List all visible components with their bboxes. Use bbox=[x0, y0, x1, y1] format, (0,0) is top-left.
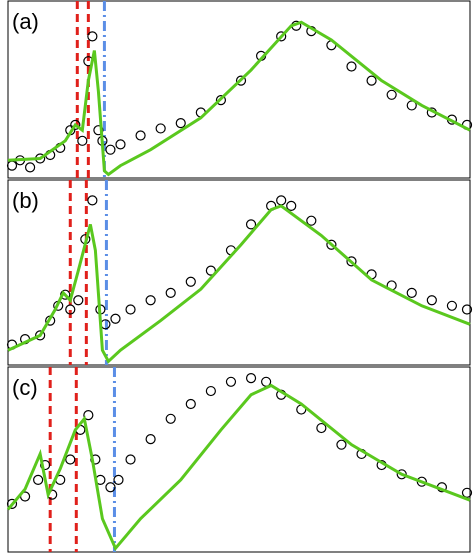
data-point bbox=[33, 474, 44, 485]
data-point bbox=[83, 410, 94, 421]
data-point bbox=[406, 287, 417, 298]
data-point bbox=[105, 144, 116, 155]
panel-label: (a) bbox=[12, 9, 39, 34]
data-point bbox=[276, 195, 287, 206]
data-point bbox=[316, 422, 327, 434]
data-point bbox=[145, 295, 156, 306]
data-point bbox=[205, 385, 216, 397]
data-point bbox=[276, 31, 287, 42]
data-point bbox=[185, 276, 196, 287]
data-point bbox=[40, 459, 51, 471]
data-point bbox=[245, 219, 257, 230]
data-point bbox=[165, 413, 176, 424]
data-point bbox=[235, 75, 247, 86]
data-point bbox=[185, 398, 196, 410]
data-point bbox=[70, 119, 81, 131]
data-point bbox=[65, 304, 76, 315]
data-point bbox=[110, 313, 121, 324]
data-point bbox=[426, 295, 437, 306]
data-point bbox=[306, 215, 317, 226]
fit-line bbox=[7, 20, 471, 177]
data-point bbox=[6, 498, 18, 509]
panel-frame bbox=[7, 366, 471, 553]
data-point bbox=[115, 139, 126, 150]
data-point bbox=[175, 118, 186, 129]
data-point bbox=[155, 123, 166, 134]
data-point bbox=[346, 61, 357, 72]
data-point bbox=[105, 482, 116, 493]
data-point bbox=[113, 474, 124, 485]
data-point bbox=[366, 75, 377, 86]
fit-line bbox=[6, 383, 471, 552]
data-point bbox=[336, 439, 347, 450]
data-point bbox=[125, 304, 136, 315]
fit-line bbox=[7, 204, 471, 364]
data-point bbox=[24, 162, 36, 173]
data-point bbox=[326, 239, 337, 250]
data-point bbox=[93, 125, 104, 136]
panel-frame bbox=[7, 0, 471, 179]
data-point bbox=[145, 434, 156, 445]
data-point bbox=[396, 469, 407, 480]
data-point bbox=[77, 135, 88, 146]
data-point bbox=[446, 300, 458, 311]
data-point bbox=[386, 89, 397, 100]
data-point bbox=[165, 287, 176, 298]
data-point bbox=[87, 195, 98, 206]
data-point bbox=[135, 130, 146, 141]
data-point bbox=[73, 295, 84, 306]
data-point bbox=[245, 373, 257, 384]
data-point bbox=[87, 31, 98, 42]
data-point bbox=[6, 160, 18, 171]
data-point bbox=[461, 487, 473, 498]
data-point bbox=[346, 256, 357, 267]
data-point bbox=[205, 265, 216, 276]
data-point bbox=[461, 304, 473, 315]
data-point bbox=[215, 95, 227, 106]
data-point bbox=[286, 200, 297, 211]
panel-label: (b) bbox=[12, 188, 39, 213]
data-point bbox=[35, 330, 46, 341]
panel-frame bbox=[7, 179, 471, 366]
data-point bbox=[65, 454, 76, 465]
data-point bbox=[225, 376, 237, 387]
data-point bbox=[125, 454, 136, 465]
panel-label: (c) bbox=[12, 375, 38, 400]
